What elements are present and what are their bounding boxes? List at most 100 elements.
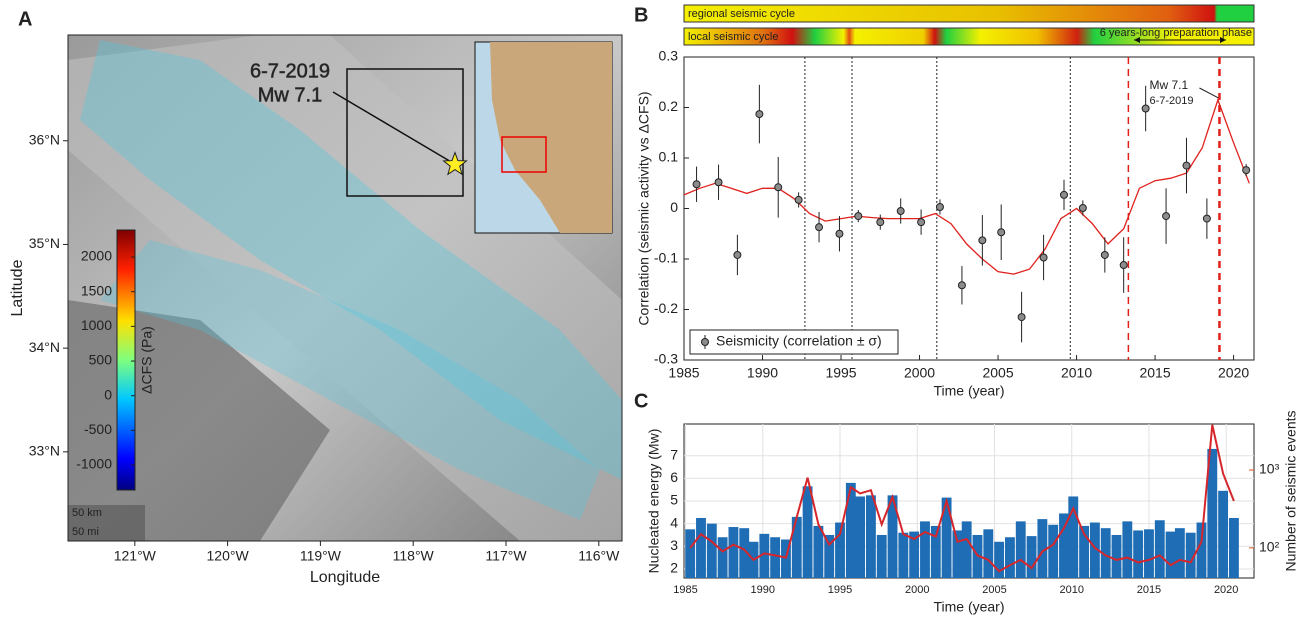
x-tick-label: 2020 (1214, 584, 1238, 596)
bar (1196, 522, 1207, 578)
bar (728, 527, 739, 578)
data-point (733, 250, 742, 259)
map-annotation: 6-7-2019 (250, 60, 330, 82)
map-annotation: Mw 7.1 (258, 84, 322, 106)
bar (855, 496, 866, 578)
data-point (1141, 104, 1150, 113)
x-tick-label: 2000 (905, 584, 929, 596)
y-tick-label: 7 (670, 446, 678, 462)
bar (1089, 522, 1100, 578)
y-tick-label: 4 (670, 514, 678, 530)
data-point (1119, 261, 1128, 270)
y-tick-label: 2 (670, 560, 678, 576)
x-axis-label: Longitude (310, 569, 380, 586)
x-tick-label: 121°W (114, 548, 157, 564)
bar (824, 534, 835, 578)
x-axis-label: Time (year) (933, 599, 1004, 615)
data-point (997, 228, 1006, 237)
x-tick-label: 119°W (300, 548, 342, 564)
local-cycle-bar (683, 27, 1255, 46)
data-point (876, 218, 885, 227)
x-tick-label: 1995 (828, 584, 852, 596)
legend-label: Seismicity (correlation ± σ) (716, 333, 882, 349)
bar (770, 537, 781, 578)
y-tick-label: 33°N (29, 443, 60, 459)
y-tick-label: 36°N (29, 131, 60, 147)
arrow-head (1134, 37, 1140, 43)
x-tick-label: 117°W (485, 548, 527, 564)
y-tick-label: 0.1 (659, 149, 679, 165)
colorbar-label: ΔCFS (Pa) (139, 326, 155, 394)
bar (781, 539, 791, 578)
x-tick-label: 1990 (747, 365, 778, 381)
events-line (689, 424, 1235, 573)
x-tick-label: 2015 (1137, 584, 1161, 596)
data-point (1039, 253, 1048, 262)
colorbar-tick-label: 2000 (81, 248, 112, 264)
zoom-box (346, 68, 464, 197)
panel-label: B (634, 4, 648, 26)
panel-label: A (18, 8, 32, 30)
legend-box (689, 329, 899, 355)
bar (941, 497, 952, 578)
y-tick-label: 0.3 (659, 48, 679, 64)
bar (1207, 448, 1218, 578)
data-point (692, 180, 701, 189)
data-point (1162, 212, 1171, 221)
x-tick-label: 2015 (1139, 365, 1170, 381)
y-tick-label: -0.1 (654, 250, 678, 266)
y-axis-label: Correlation (seismic activity vs ΔCFS) (636, 91, 652, 325)
bar (1100, 528, 1111, 578)
bar (1059, 513, 1069, 578)
bar (876, 534, 887, 578)
data-point (957, 281, 966, 290)
epicenter-star (442, 151, 468, 176)
bar (845, 482, 856, 578)
inset-region (501, 136, 547, 173)
bar (865, 495, 876, 578)
seismicity-band (80, 40, 622, 480)
bar (696, 517, 706, 578)
bar (1048, 524, 1059, 578)
colorbar-tick-label: 1000 (81, 317, 112, 333)
colorbar-tick-label: 0 (104, 386, 112, 402)
plot-frame (683, 56, 1255, 361)
terrain-shade (68, 35, 622, 541)
data-point (917, 218, 926, 227)
data-point (714, 178, 723, 187)
scale-bar-box (68, 505, 145, 541)
data-point (755, 110, 764, 119)
colorbar (116, 229, 136, 491)
bar (994, 541, 1005, 578)
x-tick-label: 1990 (751, 584, 775, 596)
colorbar-tick-label: -500 (84, 421, 112, 437)
x-tick-label: 2020 (1218, 365, 1249, 381)
data-point (978, 236, 987, 245)
cycle-label: local seismic cycle (688, 31, 778, 43)
annotation: Mw 7.1 (1149, 78, 1188, 92)
x-tick-label: 1995 (825, 365, 856, 381)
bar (1185, 532, 1196, 578)
bar (1026, 536, 1037, 578)
scale-label: 50 km (72, 507, 102, 519)
legend-marker (701, 338, 709, 346)
map-frame (67, 34, 623, 542)
data-point (794, 195, 803, 204)
bar (1079, 525, 1090, 578)
regional-cycle-bar (683, 4, 1255, 23)
colorbar-tick-label: -1000 (76, 456, 112, 472)
data-point (854, 212, 863, 221)
bar (1122, 521, 1133, 578)
y-tick-label: 0.2 (659, 98, 679, 114)
y-tick-label: 5 (670, 492, 678, 508)
bar (717, 537, 728, 578)
data-point (1078, 203, 1087, 212)
bar (1037, 519, 1048, 578)
bar (952, 530, 963, 578)
bar (835, 522, 845, 578)
y-tick-label: -0.2 (654, 300, 678, 316)
bar (887, 495, 898, 578)
x-tick-label: 116°W (578, 548, 620, 564)
data-point (1182, 161, 1191, 170)
bar (972, 534, 983, 578)
